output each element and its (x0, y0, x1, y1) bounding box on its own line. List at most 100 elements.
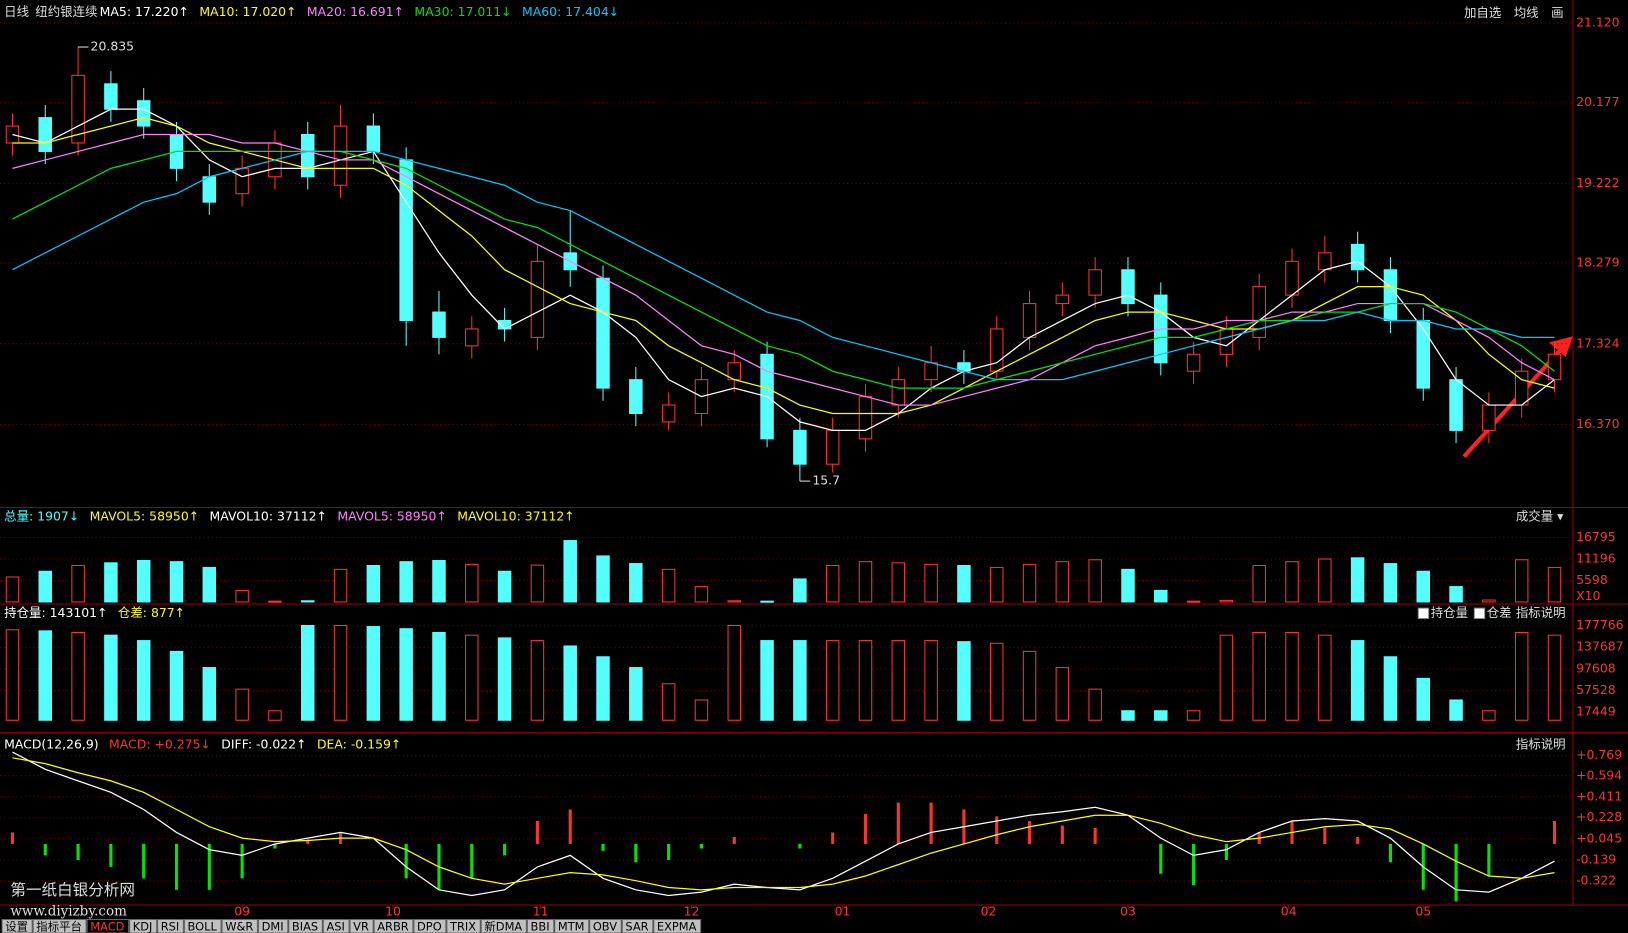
bar (169, 650, 184, 721)
tab[interactable] (413, 918, 447, 933)
tab-label[interactable]: TRIX (449, 919, 476, 933)
candle-body (1121, 269, 1135, 305)
tab[interactable] (373, 918, 414, 933)
bar (333, 624, 348, 721)
candle-body (300, 134, 315, 178)
tab[interactable] (653, 918, 702, 933)
tab[interactable] (526, 918, 555, 933)
bar (1350, 557, 1365, 603)
bar (1285, 631, 1299, 721)
toolbar-button[interactable]: 加自选 (1464, 5, 1501, 20)
x-tick-label: 01 (835, 904, 851, 919)
y-tick-label: +0.411 (1576, 788, 1622, 803)
y-tick-label: 16.370 (1576, 416, 1620, 431)
bar (1547, 634, 1562, 721)
candle-body (1252, 286, 1266, 338)
candle-body (1547, 353, 1562, 381)
tab-label[interactable]: MTM (558, 919, 585, 933)
tab[interactable] (86, 918, 130, 933)
tab-label[interactable]: SAR (625, 919, 648, 933)
tab[interactable] (157, 918, 184, 933)
tab[interactable] (349, 918, 374, 933)
tab[interactable] (32, 918, 87, 933)
tab-label[interactable]: ARBR (377, 919, 409, 933)
tab[interactable] (288, 918, 323, 933)
indicator-button[interactable]: 指标说明 (1516, 605, 1566, 620)
bar (1449, 586, 1463, 603)
candle-body (465, 328, 479, 347)
tab[interactable] (480, 918, 527, 933)
tab-label[interactable]: 设置 (5, 919, 28, 933)
bar (891, 640, 906, 721)
checkbox[interactable] (1473, 607, 1486, 620)
bar (202, 667, 217, 721)
bar (1383, 563, 1398, 603)
tab-label[interactable]: BIAS (292, 919, 318, 933)
bar (268, 600, 282, 603)
x-tick-label: 11 (533, 904, 549, 919)
candle-body (1219, 328, 1234, 355)
line-series (12, 150, 1555, 381)
bar (596, 555, 610, 603)
checkbox-label[interactable]: 仓差 (1487, 605, 1512, 620)
bar (694, 699, 709, 721)
tab-label[interactable]: DPO (417, 919, 442, 933)
tab[interactable] (1, 918, 33, 933)
toolbar-button[interactable]: 画 (1551, 5, 1563, 20)
tab-label[interactable]: W&R (225, 919, 253, 933)
tab-label[interactable]: BOLL (188, 919, 218, 933)
indicator-button[interactable]: 指标说明 (1516, 737, 1566, 752)
tab[interactable] (589, 918, 622, 933)
bar (858, 561, 873, 603)
tab-label[interactable]: 指标平台 (36, 919, 82, 933)
bar (1121, 710, 1135, 721)
indicator-button[interactable]: 成交量 ▾ (1516, 508, 1564, 523)
bar (530, 564, 545, 603)
tab-label[interactable]: KDJ (133, 919, 153, 933)
y-tick-label: 97608 (1576, 660, 1616, 675)
bar (661, 568, 676, 603)
bar (432, 631, 446, 721)
tab[interactable] (621, 918, 654, 933)
bar (366, 626, 381, 721)
bar (1055, 667, 1070, 721)
checkbox[interactable] (1417, 607, 1430, 620)
line-series (12, 133, 1555, 406)
tab[interactable] (554, 918, 590, 933)
toolbar-button[interactable]: 均线 (1514, 5, 1539, 20)
tab-label[interactable]: BBI (531, 919, 550, 933)
candle-body (1416, 319, 1431, 389)
tab-label[interactable]: MACD (90, 919, 124, 933)
tab-label[interactable]: DMI (262, 919, 284, 933)
tab-label[interactable]: OBV (593, 919, 617, 933)
y-tick-label: -0.139 (1576, 851, 1616, 866)
tab[interactable] (129, 918, 158, 933)
tab-label[interactable]: 新DMA (484, 919, 522, 933)
y-tick-label: 17449 (1576, 704, 1616, 719)
tab[interactable] (221, 918, 258, 933)
bar (71, 631, 85, 721)
tab-label[interactable]: EXPMA (657, 919, 697, 933)
bar (1482, 710, 1496, 721)
candle-body (71, 74, 85, 144)
tab[interactable] (322, 918, 350, 933)
candle-body (989, 328, 1004, 372)
tab[interactable] (446, 918, 481, 933)
bar (1055, 561, 1070, 603)
bar (366, 564, 381, 603)
tab-label[interactable]: VR (353, 919, 369, 933)
line-series (12, 757, 1555, 891)
legend-entry: MAVOL10: 37112↑ (457, 508, 574, 523)
tab[interactable] (257, 918, 289, 933)
candle-body (596, 277, 610, 389)
candle-body (104, 83, 118, 110)
legend-entry: MACD: +0.275↓ (109, 737, 211, 752)
legend-entry: MA60: 17.404↓ (522, 4, 619, 19)
checkbox-label[interactable]: 持仓量 (1431, 605, 1468, 620)
tab-label[interactable]: ASI (326, 919, 344, 933)
bar (957, 641, 971, 721)
tab-label[interactable]: RSI (161, 919, 180, 933)
candle-body (235, 167, 249, 195)
bar (1022, 563, 1037, 603)
tab[interactable] (183, 918, 222, 933)
